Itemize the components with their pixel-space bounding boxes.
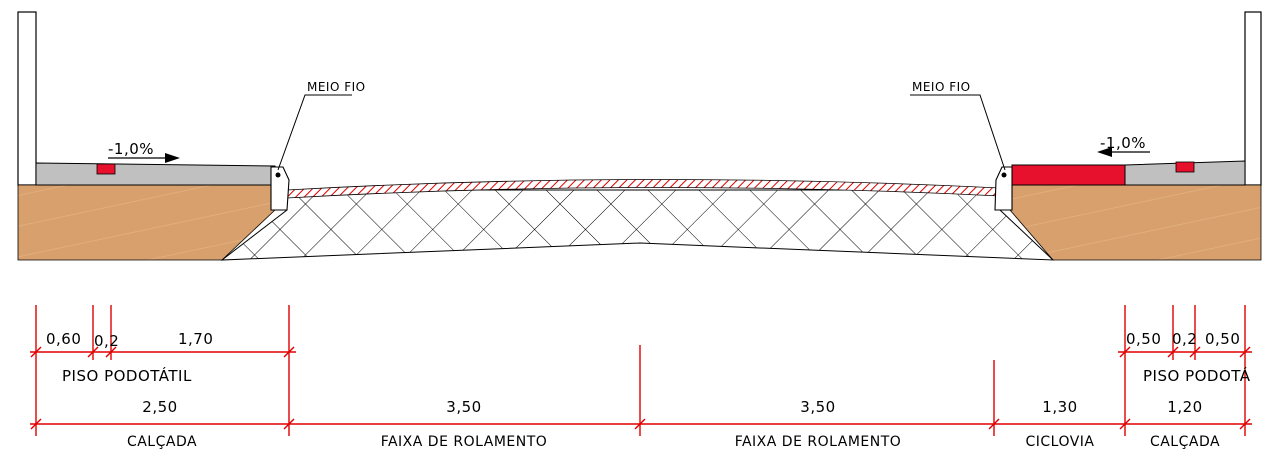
left-wall [17, 11, 37, 186]
label-lane-1: FAIXA DE ROLAMENTO [381, 434, 548, 450]
slope-label-left: -1,0% [108, 140, 154, 158]
curb-left [270, 166, 290, 211]
dim-main-4: 1,30 [1042, 398, 1077, 416]
dim-left-1: 0,60 [46, 330, 81, 348]
dimension-ticks [30, 346, 1251, 430]
dim-right-3: 0,50 [1205, 330, 1240, 348]
tactile-tile-right [1175, 161, 1195, 173]
slope-arrow-left [165, 153, 180, 163]
curb-left-leader [277, 94, 352, 171]
base-layer [220, 189, 1055, 261]
tactile-label-right: PISO PODOTÁ [1143, 366, 1251, 385]
dim-right-1: 0,50 [1126, 330, 1161, 348]
dim-left-3: 1,70 [178, 330, 213, 348]
curb-right-leader [910, 94, 1006, 171]
dim-left-2: 0,2 [94, 332, 119, 350]
bike-lane [1011, 164, 1126, 186]
tactile-label-left: PISO PODOTÁTIL [62, 366, 192, 385]
soil-right [1009, 184, 1262, 261]
sidewalk-left [35, 162, 276, 186]
slope-arrow-right [1097, 147, 1112, 157]
label-sidewalk-left: CALÇADA [127, 434, 197, 450]
dim-main-5: 1,20 [1167, 398, 1202, 416]
curb-label-right: MEIO FIO [912, 80, 971, 94]
tactile-tile-left [96, 163, 116, 175]
dim-main-3: 3,50 [800, 398, 835, 416]
label-bike-lane: CICLOVIA [1025, 434, 1094, 450]
curb-label-left: MEIO FIO [307, 80, 366, 94]
label-lane-2: FAIXA DE ROLAMENTO [735, 434, 902, 450]
dim-main-1: 2,50 [142, 398, 177, 416]
dim-right-2: 0,2 [1172, 330, 1197, 348]
curb-right [994, 166, 1013, 211]
label-sidewalk-right: CALÇADA [1150, 434, 1220, 450]
right-wall [1244, 11, 1262, 186]
dim-main-2: 3,50 [446, 398, 481, 416]
sidewalk-right [1124, 160, 1246, 186]
